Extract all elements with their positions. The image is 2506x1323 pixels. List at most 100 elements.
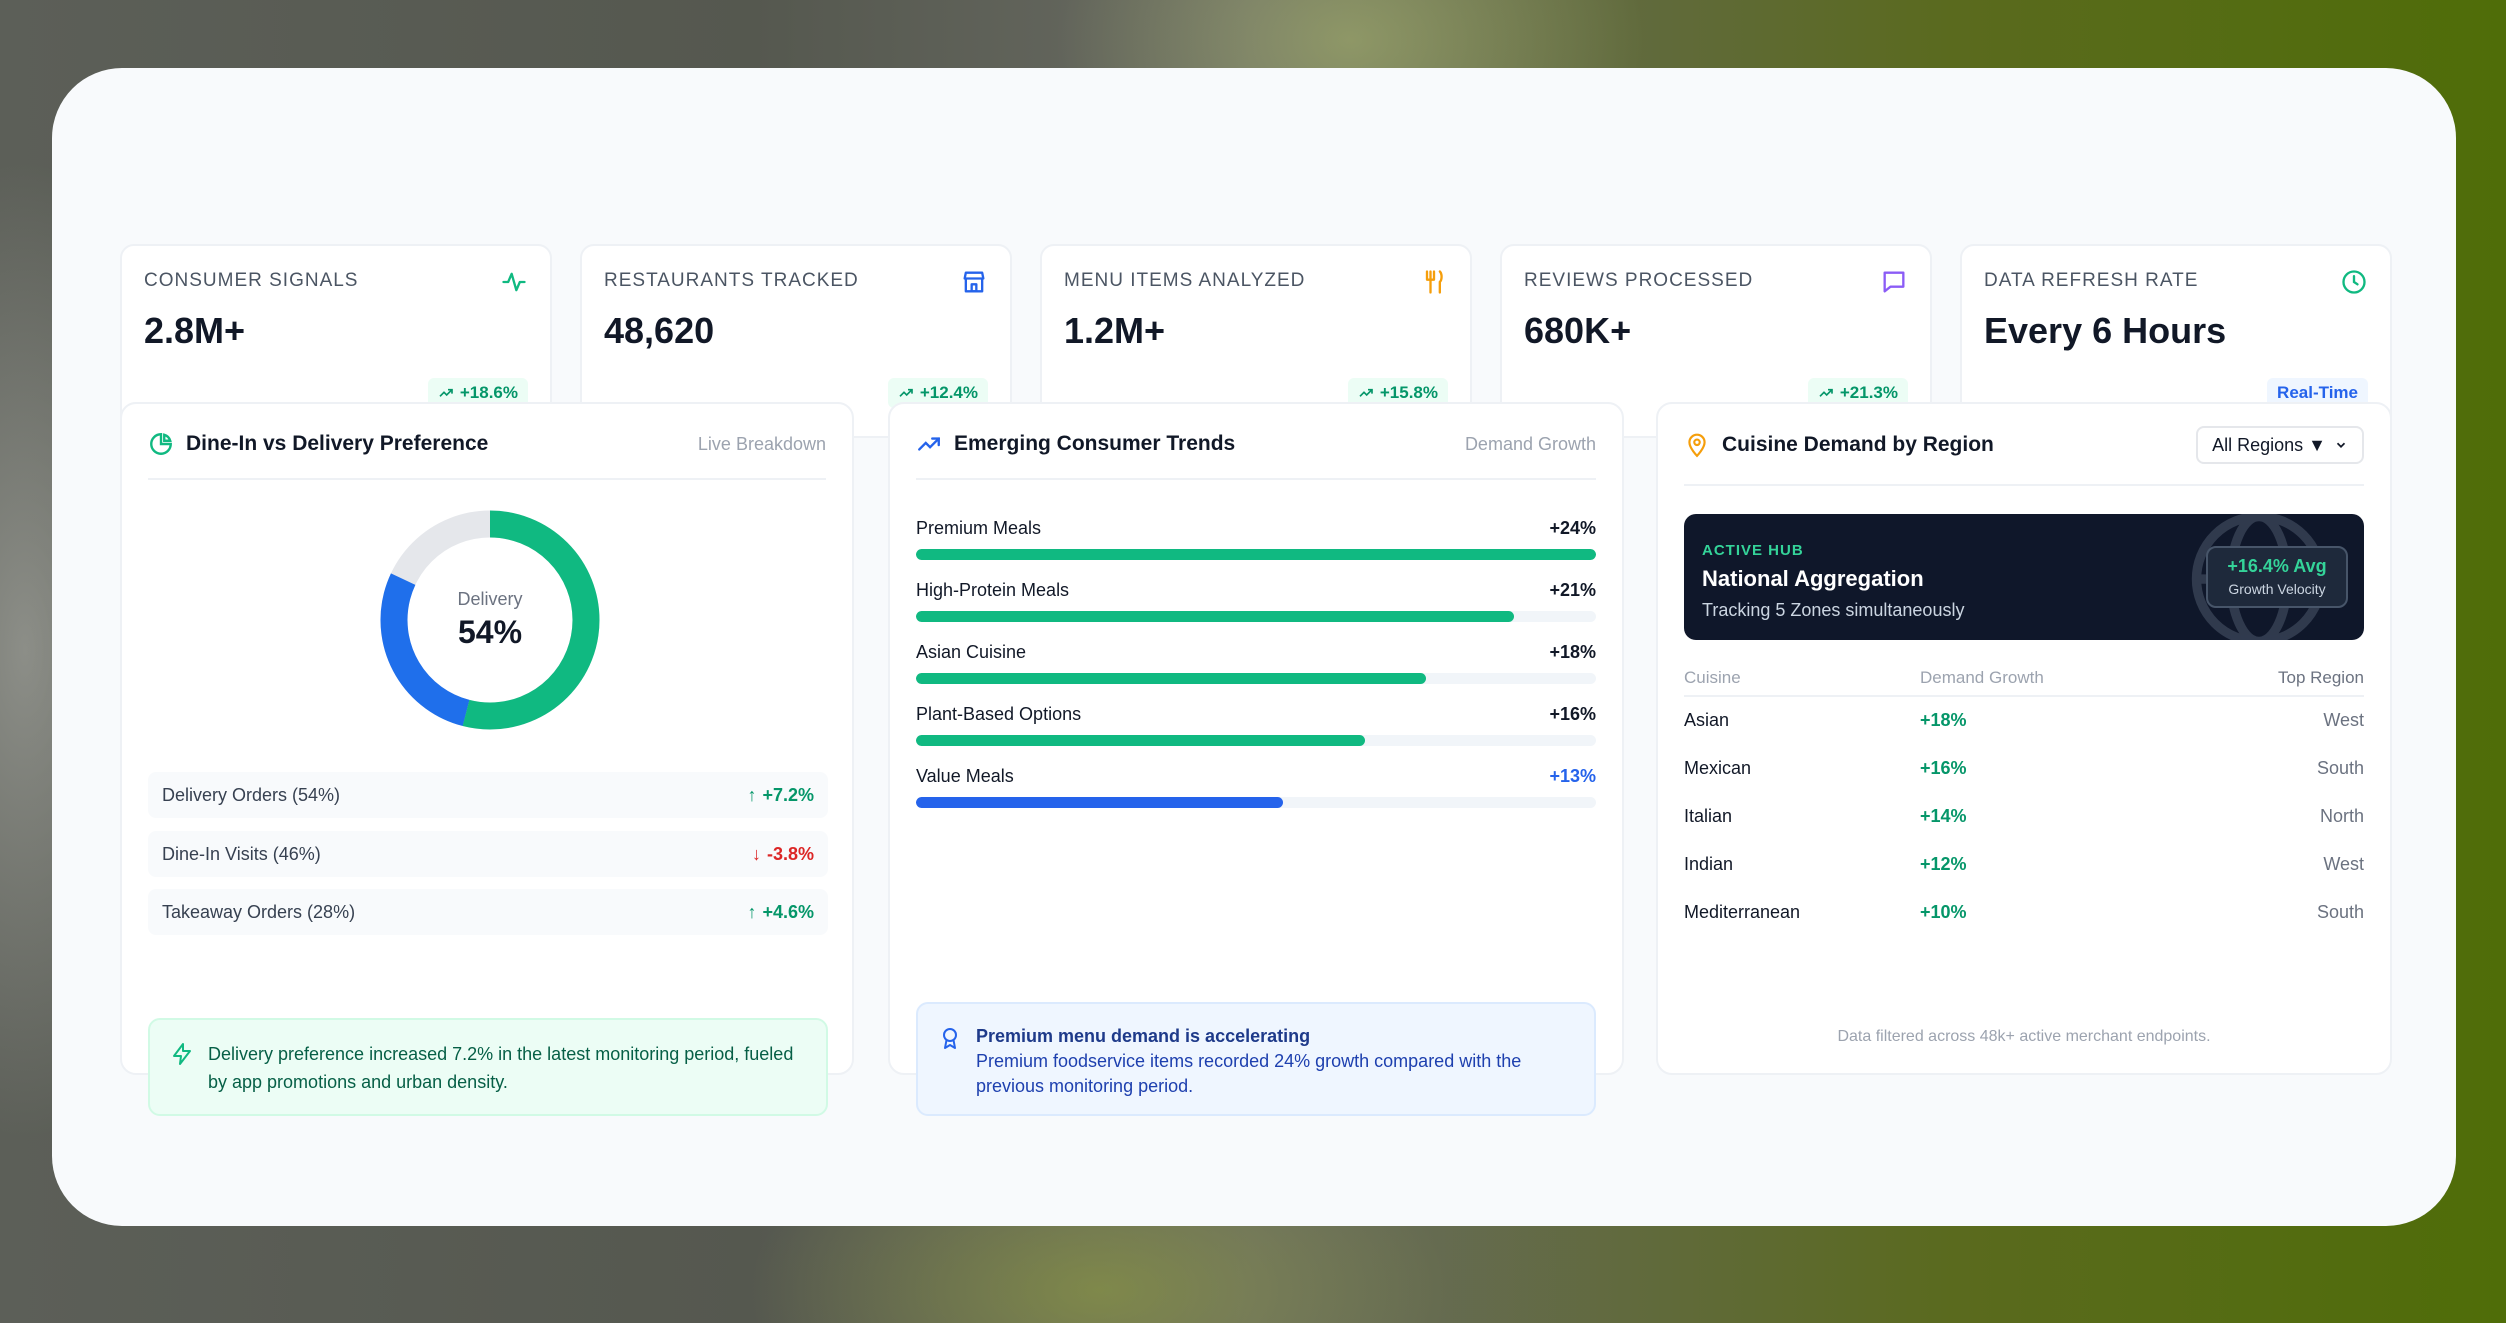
kpi-value: 2.8M+: [144, 310, 246, 351]
donut-label: Delivery: [457, 589, 523, 609]
cuisine-name: Asian: [1684, 710, 1730, 730]
stat-row-dinein: Dine-In Visits (46%) ↓ -3.8%: [148, 831, 828, 877]
trend-bar-fill: [916, 611, 1515, 622]
panel-meta: Live Breakdown: [697, 433, 826, 454]
stat-delta: ↑ +4.6%: [747, 902, 814, 923]
demand-growth: +16%: [1920, 757, 1967, 778]
trend-name: Plant-Based Options: [916, 704, 1082, 724]
trend-item: Asian Cuisine +18%: [916, 642, 1596, 684]
badge-text: +21.3%: [1839, 383, 1898, 402]
top-region: West: [2323, 710, 2364, 730]
cuisine-name: Indian: [1684, 853, 1734, 874]
donut-value: 54%: [457, 614, 523, 650]
panel-title: Dine-In vs Delivery Preference: [186, 432, 489, 455]
trend-up-icon: [439, 388, 453, 397]
trend-value: +24%: [1549, 518, 1596, 538]
stat-row-takeaway: Takeaway Orders (28%) ↑ +4.6%: [148, 889, 828, 935]
delta-value: +4.6%: [762, 901, 814, 922]
cuisine-name: Mexican: [1684, 757, 1752, 778]
table-row: Indian +12% West: [1684, 840, 2364, 888]
kpi-label: MENU ITEMS ANALYZED: [1064, 270, 1306, 291]
table-row: Asian +18% West: [1684, 696, 2364, 744]
demand-growth: +14%: [1920, 805, 1967, 826]
region-select[interactable]: All Regions ▼: [2196, 426, 2364, 464]
stat-delta: ↓ -3.8%: [752, 844, 814, 865]
note-body: Premium foodservice items recorded 24% g…: [976, 1051, 1522, 1096]
trend-name: Value Meals: [916, 766, 1014, 786]
top-region: West: [2323, 853, 2364, 874]
panel-header: Cuisine Demand by Region All Regions ▼: [1684, 424, 2364, 486]
column-header: Demand Growth: [1920, 660, 2182, 697]
kpi-value: 1.2M+: [1064, 310, 1166, 351]
trend-bar-fill: [916, 797, 1284, 808]
panel-title: Cuisine Demand by Region: [1722, 433, 1994, 456]
trend-up-icon: [899, 388, 913, 397]
trend-item: High-Protein Meals +21%: [916, 580, 1596, 622]
kpi-value: Every 6 Hours: [1984, 310, 2227, 351]
active-hub-card: ACTIVE HUB National Aggregation Tracking…: [1684, 514, 2364, 640]
trend-bar-track: [916, 673, 1596, 684]
badge-label: Growth Velocity: [2228, 581, 2326, 597]
trend-item: Value Meals +13%: [916, 766, 1596, 808]
hub-title: National Aggregation: [1702, 566, 1924, 591]
trend-name: Premium Meals: [916, 518, 1042, 538]
kpi-label: REVIEWS PROCESSED: [1524, 270, 1754, 291]
stat-delta: ↑ +7.2%: [747, 785, 814, 806]
delivery-donut: Delivery 54%: [370, 500, 610, 740]
trend-value: +13%: [1549, 766, 1596, 786]
stat-label: Dine-In Visits (46%): [162, 843, 321, 864]
kpi-label: CONSUMER SIGNALS: [144, 270, 359, 291]
clock-icon: [2342, 270, 2366, 294]
dine-delivery-panel: Dine-In vs Delivery Preference Live Brea…: [120, 402, 854, 1116]
trend-item: Premium Meals +24%: [916, 518, 1596, 560]
cuisine-table: Cuisine Demand Growth Top Region Asian +1…: [1684, 660, 2364, 936]
hub-kicker: ACTIVE HUB: [1702, 542, 1804, 559]
column-header: Cuisine: [1684, 660, 1920, 697]
note-text: Delivery preference increased 7.2% in th…: [208, 1044, 794, 1092]
delta-value: -3.8%: [766, 843, 814, 864]
dashboard-card: CONSUMER SIGNALS 2.8M+ +18.6% RESTAURANT…: [52, 68, 2456, 1226]
utensils-icon: [1425, 270, 1443, 294]
badge-text: +18.6%: [459, 383, 518, 402]
arrow-up-icon: ↑: [747, 784, 757, 805]
donut-center: Delivery 54%: [370, 500, 610, 740]
kpi-label: RESTAURANTS TRACKED: [604, 270, 859, 291]
map-pin-icon: [1688, 433, 1706, 458]
trend-item: Plant-Based Options +16%: [916, 704, 1596, 746]
chevron-down-icon: [2336, 442, 2346, 448]
cuisine-name: Italian: [1684, 805, 1733, 826]
delivery-insight-note: Delivery preference increased 7.2% in th…: [148, 1018, 828, 1116]
message-icon: [1883, 271, 1905, 293]
stat-label: Takeaway Orders (28%): [162, 901, 356, 922]
table-row: Italian +14% North: [1684, 792, 2364, 840]
demand-growth: +18%: [1920, 710, 1967, 730]
pie-chart-icon: [150, 433, 172, 455]
trend-bar-track: [916, 797, 1596, 808]
demand-growth: +10%: [1920, 901, 1967, 922]
donut-arc-delivery: [380, 510, 600, 730]
hub-subtitle: Tracking 5 Zones simultaneously: [1702, 600, 1965, 620]
trends-panel: Emerging Consumer Trends Demand Growth P…: [888, 402, 1624, 1116]
trend-bar-track: [916, 611, 1596, 622]
column-header: Top Region: [2181, 660, 2364, 697]
arrow-up-icon: ↑: [747, 901, 757, 922]
stat-label: Delivery Orders (54%): [162, 784, 341, 805]
top-region: South: [2316, 757, 2364, 778]
table-row: Mediterranean +10% South: [1684, 888, 2364, 936]
trend-bar-track: [916, 735, 1596, 746]
trend-name: High-Protein Meals: [916, 580, 1070, 600]
badge-text: +15.8%: [1379, 383, 1438, 402]
delta-value: +7.2%: [762, 784, 814, 805]
kpi-value: 48,620: [604, 310, 715, 351]
trend-up-icon: [1359, 388, 1373, 397]
trend-up-icon: [918, 437, 940, 451]
trend-value: +21%: [1549, 580, 1596, 600]
footer-note: Data filtered across 48k+ active merchan…: [1837, 1028, 2211, 1045]
trend-bar-fill: [916, 673, 1426, 684]
top-region: South: [2316, 901, 2364, 922]
trend-bar-track: [916, 549, 1596, 560]
panel-header: Emerging Consumer Trends Demand Growth: [916, 428, 1596, 480]
premium-insight-note: Premium menu demand is accelerating Prem…: [916, 1002, 1596, 1116]
badge-value: +16.4% Avg: [2227, 556, 2327, 576]
trend-bar-fill: [916, 549, 1596, 560]
